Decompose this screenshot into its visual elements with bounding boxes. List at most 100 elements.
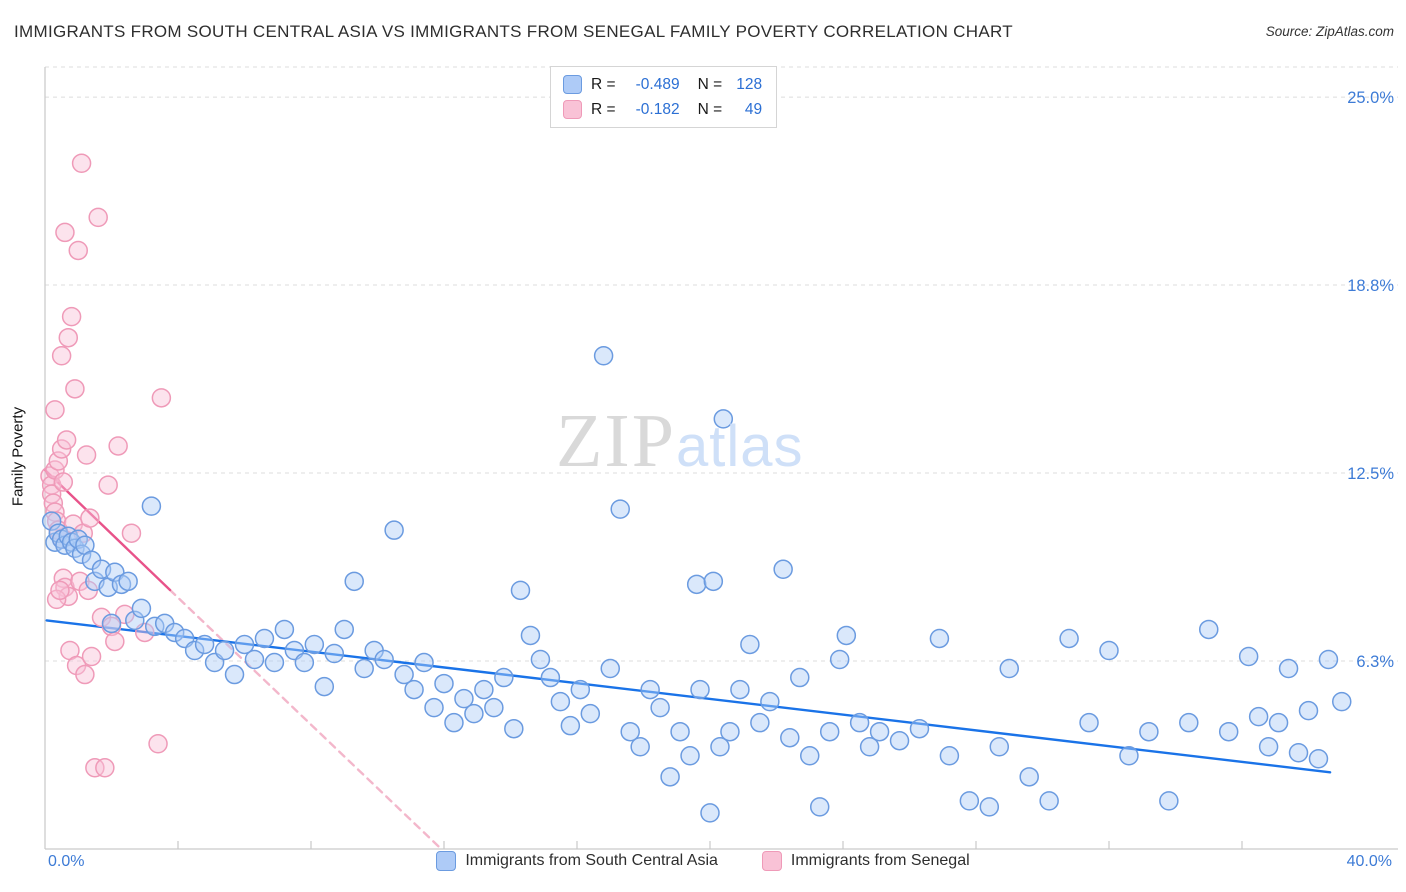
scatter-point-asia <box>580 703 601 724</box>
scatter-point-asia <box>1139 721 1159 742</box>
scatter-point-asia <box>324 643 345 664</box>
scatter-point-senegal <box>148 733 168 754</box>
scatter-point-asia <box>464 703 484 724</box>
scatter-point-asia <box>680 746 700 766</box>
scatter-point-asia <box>434 673 454 694</box>
scatter-point-asia <box>650 697 670 718</box>
scatter-point-asia <box>836 625 857 646</box>
x-axis-max-label: 40.0% <box>1346 853 1392 870</box>
scatter-point-asia <box>214 640 235 661</box>
scatter-point-senegal <box>56 430 77 450</box>
scatter-point-senegal <box>50 580 70 601</box>
scatter-point-asia <box>414 652 434 673</box>
scatter-point-senegal <box>95 758 115 778</box>
n-label: N = <box>697 100 723 118</box>
scatter-point-senegal <box>75 664 95 685</box>
scatter-point-asia <box>484 697 504 718</box>
scatter-point-asia <box>1332 691 1352 712</box>
scatter-point-asia <box>1248 706 1269 727</box>
scatter-point-asia <box>1039 791 1059 811</box>
scatter-point-senegal <box>51 439 72 459</box>
scatter-point-asia <box>959 791 980 811</box>
scatter-point-asia <box>703 571 724 592</box>
scatter-point-asia <box>334 619 354 640</box>
scatter-point-asia <box>394 664 414 685</box>
scatter-point-asia <box>1179 712 1199 733</box>
scatter-point-asia <box>244 649 265 670</box>
scatter-point-asia <box>105 562 125 583</box>
scatter-point-asia <box>1288 743 1309 763</box>
scatter-point-asia <box>294 652 315 673</box>
source-attribution: Source: ZipAtlas.com <box>1265 24 1394 39</box>
trend-line-senegal-extension <box>168 588 441 849</box>
scatter-point-asia <box>713 409 734 429</box>
scatter-point-senegal <box>105 631 125 652</box>
scatter-point-asia <box>404 679 424 700</box>
n-label: N = <box>697 75 723 93</box>
legend-row-senegal: R = -0.182 N = 49 <box>563 100 762 119</box>
asia-swatch <box>563 75 582 94</box>
scatter-point-asia <box>869 721 890 742</box>
scatter-point-asia <box>610 499 630 519</box>
scatter-point-asia <box>889 730 910 751</box>
y-axis-title: Family Poverty <box>9 406 27 507</box>
scatter-point-asia <box>304 634 325 655</box>
scatter-point-asia <box>1238 646 1259 667</box>
asia-series-swatch <box>436 851 457 871</box>
scatter-point-asia <box>630 736 650 757</box>
scatter-point-asia <box>125 610 145 631</box>
r-value-asia: -0.489 <box>635 75 680 93</box>
scatter-point-asia <box>374 649 394 670</box>
scatter-point-asia <box>979 797 1000 817</box>
scatter-point-asia <box>710 736 730 757</box>
scatter-point-asia <box>1159 791 1179 811</box>
scatter-point-asia <box>1019 767 1039 787</box>
legend-item-asia: Immigrants from South Central Asia <box>436 851 718 871</box>
scatter-point-asia <box>686 574 707 595</box>
scatter-point-asia <box>1258 736 1279 757</box>
senegal-series-label: Immigrants from Senegal <box>790 852 970 869</box>
y-tick-label: 12.5% <box>1347 465 1394 483</box>
scatter-point-asia <box>224 664 245 685</box>
scatter-point-asia <box>41 511 62 531</box>
scatter-point-asia <box>344 571 364 592</box>
scatter-point-senegal <box>98 475 118 495</box>
scatter-point-asia <box>740 634 760 655</box>
scatter-point-senegal <box>61 306 82 327</box>
scatter-point-senegal <box>45 400 65 420</box>
scatter-point-asia <box>620 721 640 742</box>
scatter-point-asia <box>1298 700 1319 721</box>
scatter-point-senegal <box>85 758 105 778</box>
scatter-point-senegal <box>48 451 69 471</box>
scatter-point-asia <box>1218 721 1239 742</box>
scatter-point-asia <box>164 622 185 643</box>
scatter-point-asia <box>118 571 138 592</box>
scatter-point-asia <box>690 679 710 700</box>
scatter-point-asia <box>660 767 680 787</box>
scatter-point-asia <box>780 727 800 748</box>
scatter-point-asia <box>999 658 1019 679</box>
scatter-point-asia <box>444 712 464 733</box>
scatter-point-asia <box>600 658 620 679</box>
page-title: IMMIGRANTS FROM SOUTH CENTRAL ASIA VS IM… <box>14 22 1013 41</box>
legend-row-asia: R = -0.489 N = 128 <box>563 75 762 94</box>
asia-series-label: Immigrants from South Central Asia <box>465 852 718 869</box>
scatter-point-asia <box>849 712 870 733</box>
senegal-swatch <box>563 100 582 119</box>
scatter-point-asia <box>530 649 551 670</box>
scatter-point-asia <box>194 634 215 655</box>
scatter-point-asia <box>700 803 720 823</box>
y-tick-label: 6.3% <box>1356 653 1394 671</box>
scatter-point-asia <box>1268 712 1289 733</box>
scatter-point-asia <box>1079 712 1099 733</box>
scatter-point-asia <box>790 667 810 688</box>
x-axis-min-label: 0.0% <box>48 853 85 870</box>
scatter-point-asia <box>1059 628 1079 649</box>
scatter-point-asia <box>1099 640 1119 661</box>
scatter-point-senegal <box>65 379 85 399</box>
scatter-point-asia <box>141 496 162 516</box>
scatter-point-senegal <box>151 388 172 408</box>
scatter-point-asia <box>314 676 335 697</box>
